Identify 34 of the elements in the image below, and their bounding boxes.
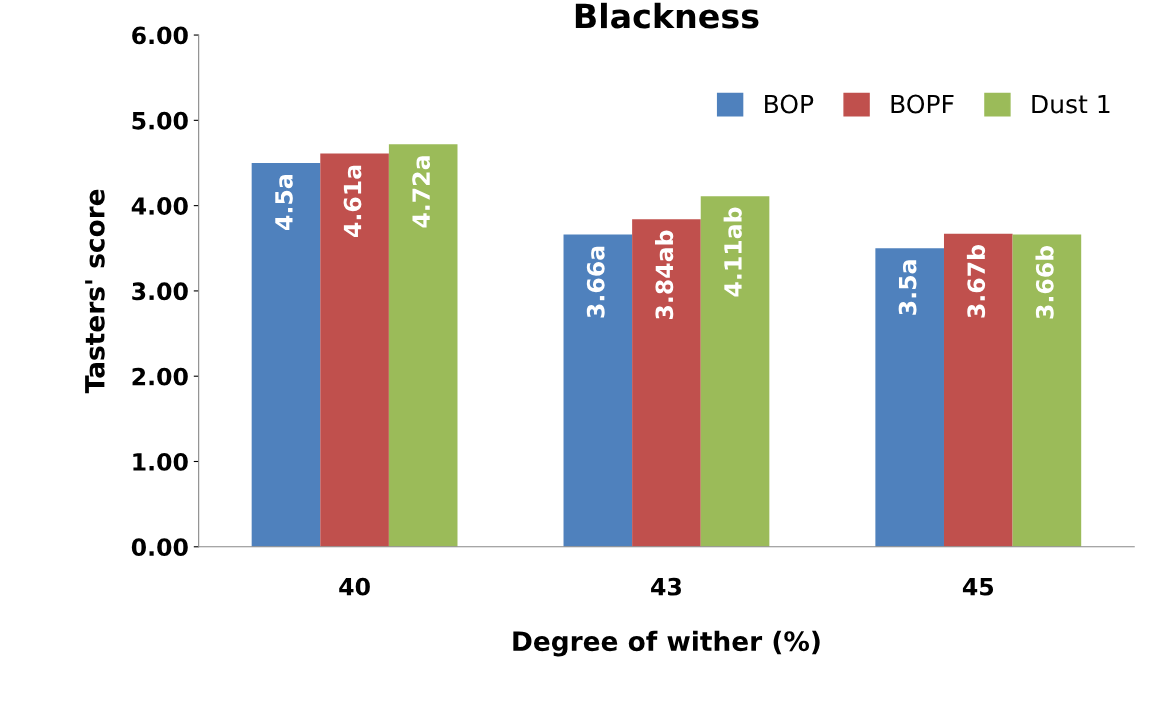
y-tick-label: 2.00: [132, 367, 188, 386]
data-label: 3.5a: [898, 260, 917, 315]
x-tick-label: 40: [339, 577, 370, 596]
x-tick-label: 45: [962, 578, 994, 596]
y-axis-title: Tasters' score: [85, 189, 105, 394]
y-tick-label: 1.00: [133, 452, 188, 471]
data-label: 3.66a: [586, 246, 605, 318]
y-tick-label: 5.00: [132, 111, 188, 130]
data-label: 4.11ab: [723, 207, 742, 297]
bar: [1012, 234, 1082, 547]
bar: [388, 144, 458, 547]
bar: [875, 248, 944, 547]
bar: [700, 196, 770, 547]
legend-label: BOP: [765, 94, 814, 114]
data-label: 3.67b: [966, 245, 986, 318]
legend-label: BOPF: [891, 94, 954, 114]
data-label: 4.5a: [275, 175, 293, 230]
data-label: 3.66b: [1035, 245, 1054, 319]
bar: [563, 234, 633, 547]
x-tick-label: 43: [651, 577, 681, 596]
y-tick-label: 6.00: [132, 26, 188, 45]
chart-title: Blackness: [575, 2, 759, 29]
bar: [320, 153, 389, 547]
y-tick-label: 3.00: [132, 282, 188, 301]
bar: [632, 219, 701, 547]
data-label: 3.84ab: [655, 230, 674, 320]
data-label: 4.72a: [412, 156, 431, 228]
bar: [251, 162, 321, 547]
bar: [943, 233, 1013, 547]
y-tick-label: 4.00: [131, 197, 188, 215]
data-label: 4.61a: [343, 165, 362, 237]
y-tick-label: 0.00: [131, 538, 188, 557]
x-axis-title: Degree of wither (%): [513, 630, 820, 657]
legend-label: Dust 1: [1032, 94, 1110, 114]
